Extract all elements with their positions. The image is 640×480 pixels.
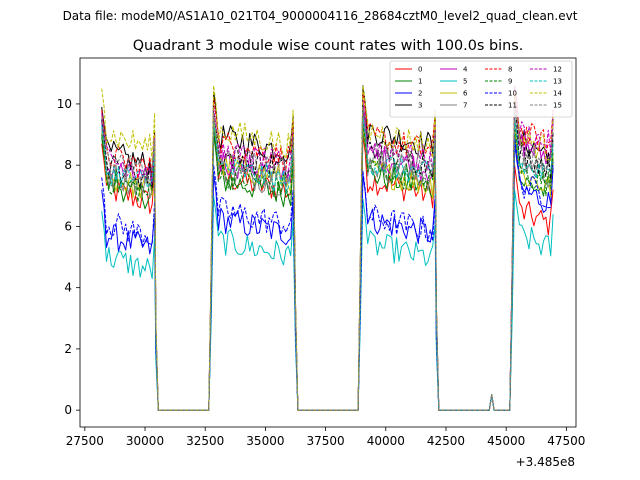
y-tick-label: 10 (57, 97, 72, 111)
plot-frame (79, 57, 577, 428)
legend-label-6: 6 (463, 90, 468, 98)
legend-label-12: 12 (553, 66, 562, 74)
y-tick-label: 4 (64, 281, 72, 295)
x-offset-label: +3.485e8 (516, 455, 575, 469)
legend-label-11: 11 (508, 102, 517, 110)
y-axis: 0 2 4 6 8 10 (57, 97, 80, 417)
legend-label-0: 0 (418, 66, 422, 74)
legend-label-13: 13 (553, 78, 562, 86)
chart-title: Quadrant 3 module wise count rates with … (133, 38, 524, 54)
legend-label-1: 1 (418, 78, 422, 86)
x-tick-label: 45000 (487, 434, 525, 448)
legend-label-2: 2 (418, 90, 422, 98)
series-line-10 (101, 137, 554, 411)
legend-label-9: 9 (508, 78, 512, 86)
legend-label-10: 10 (508, 90, 517, 98)
legend-label-4: 4 (463, 66, 468, 74)
legend-label-5: 5 (463, 78, 467, 86)
plot-lines (101, 85, 554, 411)
legend-label-14: 14 (553, 90, 562, 98)
x-tick-label: 42500 (427, 434, 465, 448)
x-tick-label: 27500 (66, 434, 104, 448)
legend-label-15: 15 (553, 102, 562, 110)
legend-label-7: 7 (463, 102, 467, 110)
x-axis: 27500 30000 32500 35000 37500 40000 42500 45000… (66, 427, 585, 448)
y-tick-label: 6 (64, 219, 72, 233)
y-tick-label: 0 (64, 403, 72, 417)
suptitle: Data file: modeM0/AS1A10_021T04_90000041… (63, 9, 578, 23)
legend-label-8: 8 (508, 66, 512, 74)
x-tick-label: 47500 (547, 434, 585, 448)
legend-box (389, 60, 573, 118)
x-tick-label: 37500 (306, 434, 344, 448)
series-line-15 (101, 103, 554, 411)
y-tick-label: 8 (64, 158, 72, 172)
x-tick-label: 35000 (246, 434, 284, 448)
legend-label-3: 3 (418, 102, 422, 110)
y-tick-label: 2 (64, 342, 72, 356)
x-tick-label: 32500 (186, 434, 224, 448)
x-tick-label: 40000 (367, 434, 405, 448)
x-tick-label: 30000 (126, 434, 164, 448)
series-line-13 (101, 115, 554, 411)
